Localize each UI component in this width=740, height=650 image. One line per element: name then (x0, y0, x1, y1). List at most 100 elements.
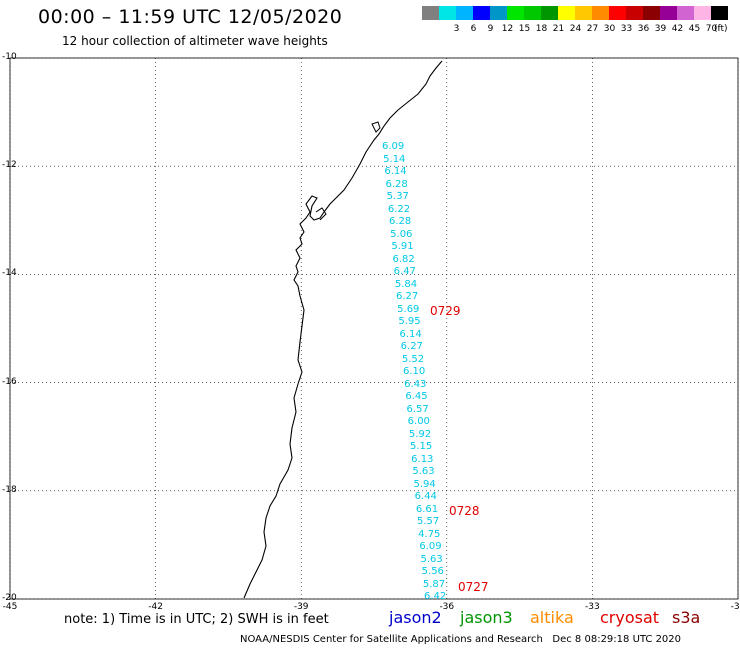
swh-value: 5.95 (398, 316, 421, 327)
swh-value: 5.92 (408, 428, 432, 440)
map-subtitle: 12 hour collection of altimeter wave hei… (62, 34, 328, 48)
swh-value: 6.14 (384, 166, 407, 177)
swh-value: 5.37 (386, 191, 409, 202)
legend-label: 45 (688, 24, 701, 34)
swh-value: 6.09 (382, 141, 405, 152)
legend-label: 15 (518, 24, 531, 34)
swh-value: 6.47 (393, 266, 416, 277)
satellite-jason2: jason2 (389, 608, 442, 627)
legend-swatch (490, 6, 507, 20)
satellite-s3a: s3a (672, 608, 701, 627)
legend-label: 70 (705, 24, 718, 34)
swh-value: 5.14 (383, 153, 406, 165)
swh-value: 6.13 (411, 453, 434, 465)
legend-swatch (643, 6, 660, 20)
legend-swatch (422, 6, 439, 20)
swh-value: 6.42 (424, 591, 447, 602)
swh-value: 5.69 (397, 303, 420, 315)
swh-value: 5.91 (391, 241, 414, 252)
pass-time-label: 0727 (458, 580, 489, 595)
legend-swatch (558, 6, 575, 20)
legend-swatch (575, 6, 592, 20)
legend-label: 42 (671, 24, 684, 34)
satellite-jason3: jason3 (460, 608, 513, 627)
legend-swatch (694, 6, 711, 20)
legend-swatch (524, 6, 541, 20)
swh-value: 6.45 (405, 391, 428, 402)
coast-island (371, 121, 381, 133)
swh-value: 5.52 (401, 353, 425, 365)
legend-swatch (439, 6, 456, 20)
legend-unit: (ft) (714, 24, 728, 34)
legend-swatch (592, 6, 609, 20)
lon-tick-label: -33 (585, 602, 600, 612)
satellite-altika: altika (530, 608, 574, 627)
swh-value: 6.61 (415, 503, 439, 515)
swh-value: 6.27 (396, 291, 419, 302)
swh-value: 6.43 (404, 378, 427, 390)
credit-timestamp: Dec 8 08:29:18 UTC 2020 (552, 634, 682, 645)
swh-value: 5.63 (420, 553, 443, 565)
footer-note: note: 1) Time is in UTC; 2) SWH is in fe… (64, 612, 329, 627)
wave-height-legend: (ft) 3 6 9 12 15 18 21 24 27 30 33 36 39 42 45 70 (422, 6, 732, 36)
lon-tick-label: -30 (730, 602, 740, 612)
legend-label: 6 (470, 24, 477, 34)
legend-swatch (677, 6, 694, 20)
swh-value: 5.57 (417, 516, 440, 527)
swh-value: 6.28 (389, 216, 412, 227)
footer-credit: NOAA/NESDIS Center for Satellite Applica… (240, 634, 681, 645)
swh-value: 5.15 (410, 441, 433, 452)
lat-tick-label: -18 (2, 484, 17, 495)
lon-tick-label: -45 (2, 602, 18, 612)
swh-value: 6.28 (385, 178, 408, 190)
swh-value: 4.75 (418, 528, 441, 540)
swh-value: 5.63 (412, 466, 435, 477)
legend-label: 33 (620, 24, 633, 34)
swh-value: 6.14 (399, 328, 422, 340)
legend-label: 18 (535, 24, 548, 34)
legend-label: 36 (637, 24, 650, 34)
swh-value: 6.57 (406, 403, 429, 415)
legend-label: 24 (569, 24, 582, 34)
legend-swatch (456, 6, 473, 20)
legend-label: 12 (501, 24, 514, 34)
lon-tick-label: -42 (148, 602, 163, 612)
swh-value: 6.44 (414, 491, 437, 502)
pass-time-label: 0728 (449, 504, 480, 519)
lat-tick-label: -20 (2, 593, 17, 603)
lat-tick-label: -16 (2, 376, 17, 387)
map-frame (9, 57, 739, 600)
legend-swatch (473, 6, 490, 20)
legend-label: 27 (586, 24, 599, 34)
legend-label: 30 (603, 24, 616, 34)
swh-value: 6.10 (403, 366, 426, 377)
coastline-brazil (243, 60, 443, 599)
map-title: 00:00 – 11:59 UTC 12/05/2020 (38, 6, 343, 28)
credit-text: NOAA/NESDIS Center for Satellite Applica… (240, 634, 543, 645)
legend-label: 9 (487, 24, 494, 34)
swh-value: 5.56 (421, 566, 444, 577)
swh-value: 6.09 (419, 541, 442, 552)
lat-tick-label: -14 (2, 268, 17, 279)
legend-swatch (541, 6, 558, 20)
legend-swatch (626, 6, 643, 20)
swh-value: 5.06 (390, 228, 413, 240)
swh-value: 6.00 (407, 416, 430, 427)
swh-value: 6.22 (387, 203, 411, 215)
legend-swatch (609, 6, 626, 20)
swh-value: 6.27 (400, 341, 423, 352)
pass-time-label: 0729 (430, 304, 461, 319)
lon-tick-label: -36 (439, 602, 455, 612)
lon-tick-label: -39 (293, 602, 309, 612)
swh-value: 5.84 (394, 278, 418, 290)
satellite-cryosat: cryosat (600, 608, 660, 627)
swh-value: 5.87 (422, 578, 446, 590)
legend-swatch (660, 6, 677, 20)
swh-value: 5.94 (413, 478, 436, 490)
swh-value: 6.82 (392, 253, 415, 265)
legend-label: 3 (453, 24, 460, 34)
legend-label: 21 (552, 24, 565, 34)
coast-inlet (315, 207, 327, 221)
lat-tick-label: -12 (2, 160, 17, 171)
